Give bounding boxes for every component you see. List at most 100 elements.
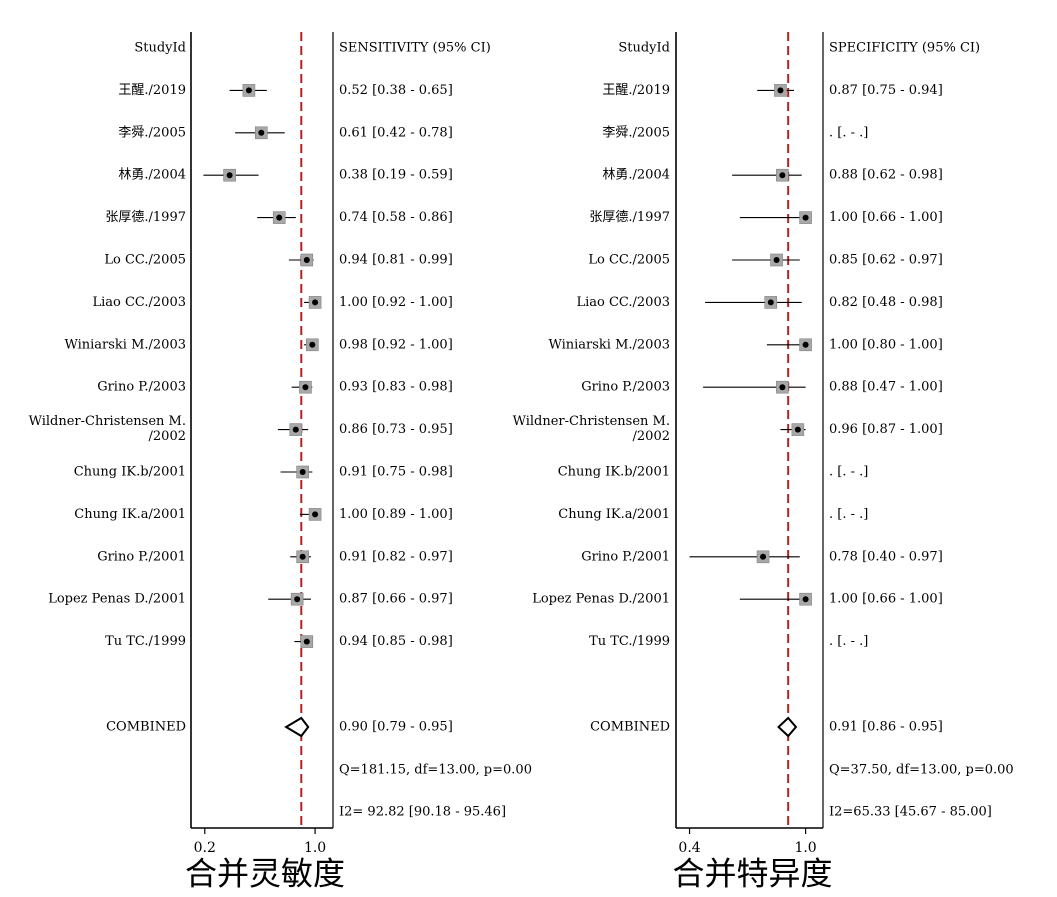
x-tick-label: 1.0	[794, 840, 816, 856]
combined-diamond	[284, 716, 310, 738]
study-estimate-label: 0.91 [0.75 - 0.98]	[339, 465, 453, 480]
point-estimate-dot	[299, 469, 306, 475]
point-estimate-dot	[794, 426, 801, 433]
study-estimate-label: 1.00 [0.66 - 1.00]	[829, 592, 943, 607]
study-name-label: Winiarski M./2003	[548, 337, 670, 352]
study-name-label: 李舜./2005	[602, 125, 670, 140]
study-estimate-label: . [. - .]	[829, 507, 868, 522]
study-name-label: Liao CC./2003	[576, 295, 670, 310]
point-estimate-dot	[294, 596, 301, 603]
stat-column-header: SPECIFICITY (95% CI)	[829, 41, 980, 56]
point-estimate-dot	[226, 172, 233, 179]
combined-diamond	[777, 716, 798, 738]
point-estimate-dot	[302, 384, 309, 391]
study-id-header: StudyId	[134, 41, 186, 56]
study-name-label: Wildner-Christensen M.	[29, 414, 186, 429]
study-estimate-label: 0.88 [0.62 - 0.98]	[829, 168, 943, 183]
study-name-label: 张厚德./1997	[589, 210, 670, 225]
heterogeneity-stats: Q=181.15, df=13.00, p=0.00	[339, 763, 532, 778]
study-estimate-label: 0.78 [0.40 - 0.97]	[829, 549, 943, 564]
study-estimate-label: 1.00 [0.80 - 1.00]	[829, 337, 943, 352]
study-name-label: Lo CC./2005	[104, 253, 186, 268]
study-estimate-label: . [. - .]	[829, 465, 868, 480]
study-name-label-line2: /2002	[633, 429, 670, 444]
point-estimate-dot	[258, 129, 265, 136]
combined-estimate-label: 0.91 [0.86 - 0.95]	[829, 720, 943, 735]
study-estimate-label: 1.00 [0.92 - 1.00]	[339, 295, 453, 310]
study-name-label: Chung IK.b/2001	[74, 465, 186, 480]
study-name-label-line2: /2002	[149, 429, 186, 444]
point-estimate-dot	[276, 214, 283, 221]
study-estimate-label: 0.52 [0.38 - 0.65]	[339, 83, 453, 98]
study-name-label: Liao CC./2003	[92, 295, 186, 310]
point-estimate-dot	[777, 87, 784, 94]
point-estimate-dot	[773, 257, 780, 263]
study-estimate-label: 0.87 [0.75 - 0.94]	[829, 83, 943, 98]
x-tick-label: 1.0	[304, 840, 326, 856]
point-estimate-dot	[802, 214, 809, 221]
stat-column-header: SENSITIVITY (95% CI)	[339, 41, 491, 56]
study-name-label: Grino P./2003	[581, 380, 670, 395]
study-estimate-label: 0.98 [0.92 - 1.00]	[339, 337, 453, 352]
heterogeneity-stats: Q=37.50, df=13.00, p=0.00	[829, 763, 1014, 778]
point-estimate-dot	[303, 638, 310, 645]
study-name-label: Lo CC./2005	[588, 253, 670, 268]
study-estimate-label: 0.96 [0.87 - 1.00]	[829, 422, 943, 437]
study-name-label: Grino P./2001	[581, 549, 670, 564]
point-estimate-dot	[767, 299, 774, 306]
study-estimate-label: 0.94 [0.85 - 0.98]	[339, 634, 453, 649]
point-estimate-dot	[303, 257, 310, 263]
study-name-label: 王醒./2019	[602, 83, 670, 98]
study-estimate-label: 0.61 [0.42 - 0.78]	[339, 125, 453, 140]
combined-estimate-label: 0.90 [0.79 - 0.95]	[339, 720, 453, 735]
study-name-label: Chung IK.a/2001	[558, 507, 670, 522]
combined-label: COMBINED	[590, 720, 670, 735]
point-estimate-dot	[245, 87, 252, 94]
point-estimate-dot	[779, 384, 786, 391]
study-estimate-label: 0.91 [0.82 - 0.97]	[339, 549, 453, 564]
study-name-label: 王醒./2019	[118, 83, 186, 98]
point-estimate-dot	[299, 553, 306, 560]
point-estimate-dot	[760, 553, 767, 560]
study-estimate-label: 0.87 [0.66 - 0.97]	[339, 592, 453, 607]
study-estimate-label: 0.82 [0.48 - 0.98]	[829, 295, 943, 310]
study-estimate-label: 0.94 [0.81 - 0.99]	[339, 253, 453, 268]
point-estimate-dot	[292, 426, 299, 433]
point-estimate-dot	[802, 596, 809, 603]
study-estimate-label: 1.00 [0.66 - 1.00]	[829, 210, 943, 225]
study-estimate-label: 0.74 [0.58 - 0.86]	[339, 210, 453, 225]
study-name-label: Grino P./2003	[97, 380, 186, 395]
study-name-label: 林勇./2004	[602, 168, 670, 183]
study-name-label: Lopez Penas D./2001	[532, 592, 670, 607]
study-name-label: Lopez Penas D./2001	[48, 592, 186, 607]
study-name-label: Wildner-Christensen M.	[513, 414, 670, 429]
study-name-label: 林勇./2004	[118, 168, 186, 183]
forest-panel-1: 0.2 1.0 StudyId SENSITIVITY (95% CI) 王醒./201…	[29, 32, 532, 893]
study-estimate-label: 1.00 [0.89 - 1.00]	[339, 507, 453, 522]
x-tick-label: 0.2	[194, 840, 216, 856]
study-estimate-label: 0.38 [0.19 - 0.59]	[339, 168, 453, 183]
point-estimate-dot	[309, 341, 316, 348]
study-name-label: Chung IK.a/2001	[74, 507, 186, 522]
study-name-label: Grino P./2001	[97, 549, 186, 564]
panel-title: 合并灵敏度	[185, 855, 345, 893]
study-name-label: Tu TC./1999	[589, 634, 670, 649]
i2-statistic: I2=65.33 [45.67 - 85.00]	[829, 805, 992, 820]
point-estimate-dot	[312, 299, 319, 306]
point-estimate-dot	[802, 341, 809, 348]
x-tick-label: 0.4	[678, 840, 700, 856]
study-estimate-label: 0.85 [0.62 - 0.97]	[829, 253, 943, 268]
study-name-label: 张厚德./1997	[105, 210, 186, 225]
study-name-label: Tu TC./1999	[105, 634, 186, 649]
study-name-label: Chung IK.b/2001	[558, 465, 670, 480]
point-estimate-dot	[312, 511, 319, 518]
study-estimate-label: 0.93 [0.83 - 0.98]	[339, 380, 453, 395]
study-estimate-label: 0.88 [0.47 - 1.00]	[829, 380, 943, 395]
study-id-header: StudyId	[618, 41, 670, 56]
study-name-label: Winiarski M./2003	[64, 337, 186, 352]
panel-title: 合并特异度	[672, 855, 832, 893]
study-name-label: 李舜./2005	[118, 125, 186, 140]
i2-statistic: I2= 92.82 [90.18 - 95.46]	[339, 805, 506, 820]
study-estimate-label: 0.86 [0.73 - 0.95]	[339, 422, 453, 437]
